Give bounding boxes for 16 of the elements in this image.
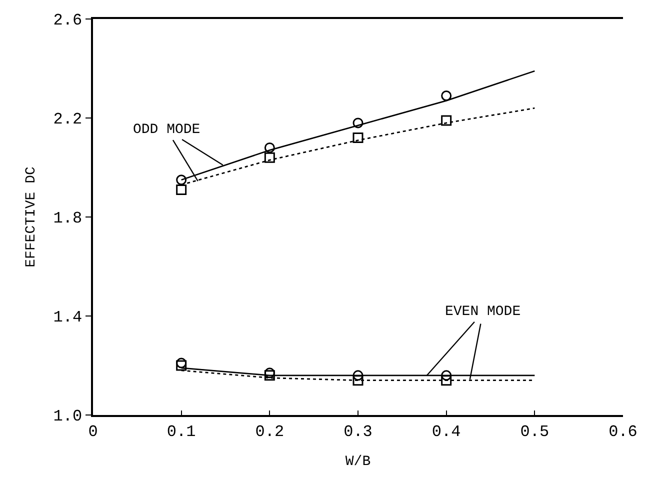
- x-tick-label: 0: [88, 422, 98, 441]
- y-tick-label: 2.6: [53, 12, 82, 30]
- annotation: EVEN MODE: [445, 304, 521, 320]
- y-tick-label: 1.4: [53, 308, 82, 327]
- y-tick-label: 1.8: [53, 210, 82, 228]
- annotation: ODD MODE: [133, 122, 200, 138]
- x-tick-label: 0.5: [520, 422, 550, 441]
- x-tick-label: 0.2: [255, 422, 284, 441]
- y-axis-title: EFFECTIVE DC: [23, 166, 40, 268]
- y-tick-label: 1.0: [53, 408, 82, 426]
- x-tick-label: 0.6: [608, 422, 638, 441]
- x-tick-label: 0.4: [432, 422, 461, 441]
- x-axis-title: W/B: [345, 454, 371, 470]
- x-tick-label: 0.1: [166, 422, 196, 441]
- y-tick-label: 2.2: [53, 110, 82, 129]
- x-tick-label: 0.3: [344, 422, 372, 441]
